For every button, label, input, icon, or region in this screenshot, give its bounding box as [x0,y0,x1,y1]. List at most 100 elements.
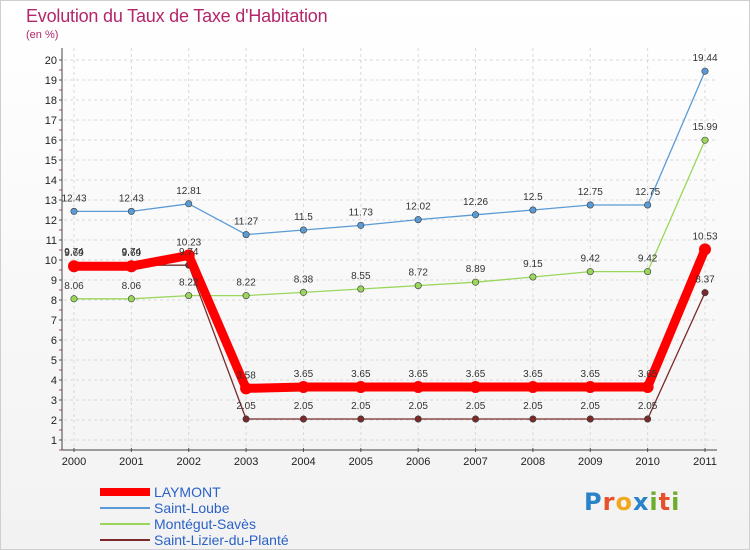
data-point-saint-loube [185,200,193,208]
data-label-laymont: 3.65 [523,369,543,380]
y-tick-label: 15 [45,155,57,167]
chart-subtitle: (en %) [26,29,59,41]
y-tick-label: 10 [45,255,57,267]
data-label-laymont: 9.69 [64,248,84,259]
legend-swatch-laymont [100,488,150,496]
data-point-laymont [354,381,367,393]
y-tick-label: 8 [51,295,57,307]
data-label-montegut-saves: 8.38 [294,274,314,285]
data-point-montegut-saves [529,273,537,281]
data-point-montegut-saves [701,136,709,144]
data-label-saint-lizier-du-plante: 2.05 [236,401,256,412]
x-tick-label: 2004 [291,456,315,468]
data-point-saint-loube [586,201,594,209]
data-label-montegut-saves: 9.42 [638,254,658,265]
legend-label-saint-lizier: Saint-Lizier-du-Planté [154,532,289,548]
data-point-montegut-saves [299,288,307,296]
data-point-montegut-saves [586,268,594,276]
x-tick-label: 2006 [406,456,430,468]
data-label-saint-lizier-du-plante: 9.74 [122,247,142,258]
data-point-montegut-saves [472,278,480,286]
data-label-saint-lizier-du-plante: 9.74 [179,247,199,258]
data-label-laymont: 3.65 [466,369,486,380]
data-label-montegut-saves: 8.89 [466,264,486,275]
y-tick-label: 13 [45,195,57,207]
data-label-montegut-saves: 8.72 [408,268,428,279]
data-point-laymont [125,260,138,273]
data-point-saint-loube [127,207,135,215]
data-label-montegut-saves: 15.99 [692,122,717,133]
data-point-laymont [699,243,711,256]
grid [64,48,715,452]
data-label-laymont: 10.53 [692,231,717,242]
data-point-montegut-saves [127,295,135,303]
y-tick-label: 9 [51,275,57,287]
data-point-saint-lizier-du-plante [644,415,652,423]
data-label-saint-loube: 12.26 [463,197,488,208]
y-tick-label: 20 [45,55,57,67]
data-label-laymont: 9.69 [122,248,142,259]
data-label-laymont: 3.65 [351,369,371,380]
data-point-saint-loube [357,221,365,229]
chart-title: Evolution du Taux de Taxe d'Habitation [26,6,328,26]
data-point-montegut-saves [357,285,365,293]
data-point-laymont [641,381,654,393]
data-point-saint-loube [414,216,422,224]
legend-swatch-montegut-saves [100,523,150,525]
data-label-laymont: 3.65 [638,369,658,380]
x-tick-label: 2010 [635,456,659,468]
series [68,67,711,423]
data-label-laymont: 3.65 [581,369,601,380]
data-label-saint-loube: 11.5 [294,212,313,223]
x-tick-label: 2002 [176,456,200,468]
data-label-saint-loube: 12.81 [176,186,201,197]
data-label-montegut-saves: 8.22 [236,278,256,289]
data-label-laymont: 3.65 [408,369,428,380]
data-label-saint-loube: 12.02 [406,202,431,213]
y-tick-label: 14 [45,175,57,187]
data-point-saint-loube [242,231,250,239]
data-label-saint-lizier-du-plante: 2.05 [581,401,601,412]
data-point-saint-loube [644,201,652,209]
data-point-laymont [297,381,310,393]
y-tick-label: 6 [51,335,57,347]
y-tick-label: 4 [51,375,57,387]
data-point-laymont [469,381,482,393]
data-label-saint-loube: 11.27 [234,217,259,228]
data-point-saint-lizier-du-plante [529,415,537,423]
data-point-saint-lizier-du-plante [299,415,307,423]
data-label-saint-lizier-du-plante: 9.74 [64,247,84,258]
data-label-saint-lizier-du-plante: 8.37 [695,275,715,286]
data-label-saint-lizier-du-plante: 2.05 [294,401,314,412]
data-point-laymont [526,381,539,393]
data-label-saint-lizier-du-plante: 2.05 [466,401,486,412]
y-tick-label: 1 [51,435,57,447]
data-point-montegut-saves [185,292,193,300]
data-label-saint-loube: 12.5 [523,192,543,203]
y-tick-label: 7 [51,315,57,327]
data-point-saint-lizier-du-plante [357,415,365,423]
data-point-saint-lizier-du-plante [472,415,480,423]
data-label-saint-loube: 11.73 [349,207,374,218]
series-line-laymont [74,247,710,393]
data-label-saint-loube: 12.43 [119,193,144,204]
legend-swatch-saint-lizier [100,539,150,541]
data-label-saint-lizier-du-plante: 2.05 [638,401,658,412]
data-point-montegut-saves [242,292,250,300]
y-tick-label: 17 [45,115,57,127]
data-label-laymont: 3.65 [294,369,314,380]
x-tick-label: 2008 [521,456,545,468]
data-label-laymont: 10.23 [176,237,201,248]
legend-swatch-saint-loube [100,507,150,509]
y-tick-label: 11 [46,235,57,247]
data-point-saint-loube [529,206,537,214]
data-point-saint-lizier-du-plante [414,415,422,423]
data-label-montegut-saves: 9.42 [581,254,601,265]
data-point-saint-loube [472,211,480,219]
data-label-saint-loube: 19.44 [692,53,717,64]
data-label-montegut-saves: 8.06 [122,281,142,292]
series-line-montegut-saves [74,139,706,300]
x-tick-label: 2011 [693,456,717,468]
